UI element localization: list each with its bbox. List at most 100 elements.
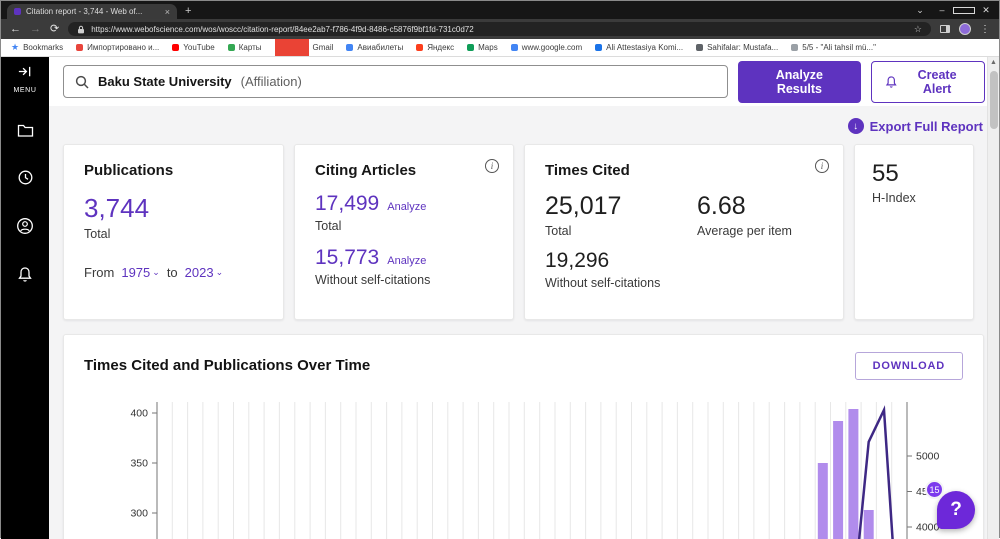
- bookmark-item[interactable]: YouTube: [172, 43, 215, 52]
- bookmark-favicon: [791, 44, 799, 51]
- h-index-card: 55 H-Index: [854, 144, 974, 320]
- bookmark-item[interactable]: Авиабилеты: [346, 43, 403, 52]
- chart-title: Times Cited and Publications Over Time: [84, 357, 371, 374]
- svg-text:5000: 5000: [916, 451, 940, 463]
- bookmark-item[interactable]: Maps: [467, 43, 498, 52]
- download-button[interactable]: DOWNLOAD: [854, 352, 963, 380]
- menu-label: MENU: [13, 87, 37, 94]
- address-bar: ← → ⟳ https://www.webofscience.com/wos/w…: [1, 19, 999, 39]
- history-clock-icon: [18, 170, 32, 185]
- bookmark-item[interactable]: Sahifalar: Mustafa...: [696, 43, 778, 52]
- profile-avatar[interactable]: [959, 23, 971, 35]
- bookmark-item[interactable]: Импортировано и...: [76, 43, 159, 52]
- scroll-up-icon[interactable]: ▲: [990, 59, 997, 66]
- bookmark-star-icon[interactable]: ☆: [913, 23, 922, 34]
- bell-icon: [18, 267, 32, 282]
- citing-without-self: 15,773: [315, 246, 380, 269]
- h-index-label: H-Index: [872, 191, 916, 205]
- create-alert-button[interactable]: Create Alert: [870, 60, 985, 103]
- times-cited-without-self: 19,296: [545, 249, 610, 272]
- times-cited-title: Times Cited: [545, 162, 630, 179]
- bookmark-item[interactable]: 5/5 - "Ali tahsil mü...": [791, 43, 876, 52]
- bookmark-item[interactable]: Gmail: [274, 39, 333, 56]
- window-controls: ⌄ – ✕: [909, 1, 997, 19]
- tab-search-icon[interactable]: ⌄: [916, 5, 924, 15]
- analyze-citing-without-link[interactable]: Analyze: [387, 255, 427, 267]
- to-year-dropdown[interactable]: 2023 ⌄: [184, 265, 224, 280]
- from-year-dropdown[interactable]: 1975 ⌄: [121, 265, 160, 280]
- minimize-button[interactable]: –: [939, 5, 945, 15]
- browser-tab[interactable]: Citation report - 3,744 - Web of... ×: [7, 4, 177, 19]
- page-scrollbar[interactable]: ▲: [987, 57, 999, 539]
- alert-bell-icon: [885, 75, 897, 88]
- chevron-down-icon: ⌄: [152, 267, 160, 277]
- bookmark-favicon: [467, 44, 475, 51]
- publications-card: Publications 3,744 Total From 1975 ⌄ to …: [63, 144, 284, 320]
- bookmarks-star-icon: ★: [11, 42, 20, 52]
- bookmark-item[interactable]: Карты: [227, 43, 262, 52]
- close-button[interactable]: ✕: [982, 5, 990, 15]
- info-icon[interactable]: i: [485, 159, 499, 173]
- url-field[interactable]: https://www.webofscience.com/wos/woscc/c…: [68, 22, 931, 36]
- question-icon: ?: [950, 499, 962, 520]
- browser-menu-icon[interactable]: ⋮: [980, 23, 990, 35]
- sidebar-folders-button[interactable]: [17, 123, 34, 143]
- bookmark-favicon: [227, 44, 235, 51]
- expand-menu-icon: [19, 66, 31, 77]
- svg-text:350: 350: [130, 458, 148, 470]
- search-icon: [75, 75, 89, 89]
- citations-over-time-chart: 400350300500045004000: [130, 402, 940, 539]
- reload-icon[interactable]: ⟳: [50, 23, 60, 35]
- analyze-citing-link[interactable]: Analyze: [387, 201, 427, 213]
- bookmarks-root[interactable]: ★ Bookmarks: [11, 42, 64, 52]
- bookmark-favicon: [346, 44, 354, 51]
- sidebar-history-button[interactable]: [17, 169, 34, 191]
- export-full-report-button[interactable]: ↓ Export Full Report: [847, 116, 983, 136]
- help-notification-badge: 15: [925, 480, 944, 499]
- search-query: Baku State University: [98, 74, 232, 89]
- citing-total: 17,499: [315, 192, 380, 215]
- maximize-button[interactable]: [953, 1, 975, 19]
- svg-text:300: 300: [130, 508, 148, 520]
- info-icon[interactable]: i: [815, 159, 829, 173]
- export-icon: ↓: [847, 118, 864, 134]
- summary-cards: Publications 3,744 Total From 1975 ⌄ to …: [63, 144, 984, 320]
- h-index-value: 55: [872, 160, 899, 187]
- web-of-science-app: MENU Baku State University (Affiliati: [1, 57, 999, 539]
- svg-text:400: 400: [130, 408, 148, 420]
- forward-icon[interactable]: →: [30, 23, 41, 35]
- chart-card: Times Cited and Publications Over Time D…: [63, 334, 984, 539]
- bookmarks-bar: ★ Bookmarks Импортировано и... YouTube К…: [1, 39, 999, 57]
- svg-text:4000: 4000: [916, 522, 940, 534]
- tab-close-icon[interactable]: ×: [164, 6, 170, 17]
- search-input[interactable]: Baku State University (Affiliation): [63, 65, 729, 98]
- analyze-results-button[interactable]: Analyze Results: [738, 60, 861, 103]
- bookmark-item[interactable]: Яндекс: [416, 43, 454, 52]
- bookmark-item[interactable]: www.google.com: [510, 43, 582, 52]
- bookmark-favicon: [172, 44, 180, 51]
- sidebar-menu-button[interactable]: MENU: [13, 64, 36, 94]
- help-button[interactable]: ? 15: [925, 480, 975, 529]
- bookmark-item[interactable]: Ali Attestasiya Komi...: [595, 43, 683, 52]
- new-tab-button[interactable]: +: [185, 5, 192, 17]
- scrollbar-thumb[interactable]: [990, 71, 998, 129]
- times-cited-total: 25,017: [545, 192, 622, 220]
- person-icon: [17, 218, 33, 234]
- bookmark-favicon: [76, 44, 84, 51]
- bookmark-favicon: [595, 44, 603, 51]
- back-icon[interactable]: ←: [10, 23, 21, 35]
- main-content: Baku State University (Affiliation) Anal…: [49, 57, 999, 539]
- lock-icon: [78, 25, 85, 33]
- sidebar-alerts-button[interactable]: [17, 266, 33, 288]
- citing-articles-card: Citing Articles i 17,499 Analyze Total 1…: [294, 144, 514, 320]
- bookmark-favicon: [416, 44, 424, 51]
- bookmark-favicon: [274, 39, 309, 56]
- citing-articles-title: Citing Articles: [315, 162, 417, 179]
- citation-report-page: ↓ Export Full Report Publications 3,744 …: [49, 106, 999, 539]
- folder-icon: [17, 124, 33, 137]
- side-panel-icon[interactable]: [940, 25, 950, 33]
- bookmark-favicon: [510, 44, 518, 51]
- average-per-item: 6.68: [697, 192, 746, 220]
- sidebar-account-button[interactable]: [16, 217, 34, 240]
